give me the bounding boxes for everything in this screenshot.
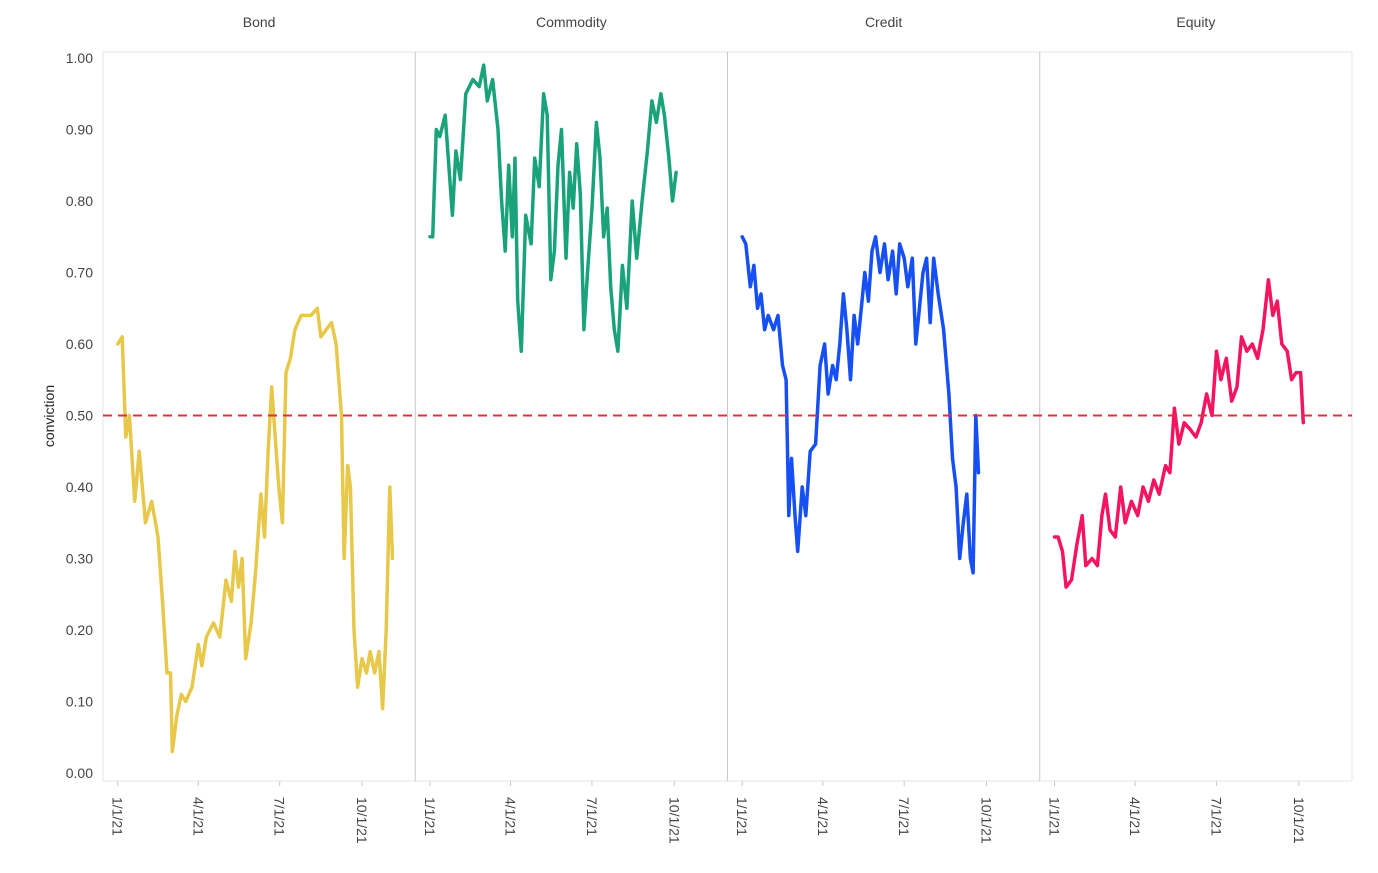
x-tick-label: 7/1/21 <box>272 797 288 836</box>
panels: Bond 1/1/21 4/1/21 7/1/21 10/1/21 Commodity 1/… <box>110 14 1307 844</box>
x-tick-label: 10/1/21 <box>1291 797 1307 844</box>
y-axis-title: conviction <box>41 385 57 447</box>
series-line-equity <box>1052 277 1306 589</box>
y-tick-label: 0.50 <box>66 408 93 424</box>
x-tick-label: 1/1/21 <box>734 797 750 836</box>
y-tick-label: 0.00 <box>66 765 93 781</box>
y-tick-label: 0.80 <box>66 193 93 209</box>
panel-title: Credit <box>865 14 902 30</box>
series-line-commodity <box>428 63 678 353</box>
y-tick-label: 1.00 <box>66 50 93 66</box>
panel-equity: Equity 1/1/21 4/1/21 7/1/21 10/1/21 <box>1046 14 1306 844</box>
x-tick-label: 1/1/21 <box>110 797 126 836</box>
x-tick-label: 10/1/21 <box>666 797 682 844</box>
series-line-credit <box>740 235 981 575</box>
y-tick-label: 0.10 <box>66 694 93 710</box>
series-line-bond <box>115 306 395 754</box>
x-tick-label: 10/1/21 <box>979 797 995 844</box>
x-tick-label: 10/1/21 <box>354 797 370 844</box>
x-tick-label: 4/1/21 <box>503 797 519 836</box>
panel-commodity: Commodity 1/1/21 4/1/21 7/1/21 10/1/21 <box>422 14 682 844</box>
x-tick-label: 7/1/21 <box>896 797 912 836</box>
y-tick-label: 0.60 <box>66 336 93 352</box>
y-axis: 0.00 0.10 0.20 0.30 0.40 0.50 0.60 0.70 0.80 0.90… <box>66 50 93 781</box>
panel-bond: Bond 1/1/21 4/1/21 7/1/21 10/1/21 <box>110 14 395 844</box>
x-tick-label: 1/1/21 <box>1046 797 1062 836</box>
x-tick-label: 7/1/21 <box>584 797 600 836</box>
x-tick-label: 7/1/21 <box>1208 797 1224 836</box>
x-tick-label: 1/1/21 <box>422 797 438 836</box>
x-tick-label: 4/1/21 <box>190 797 206 836</box>
panel-title: Bond <box>243 14 276 30</box>
panel-title: Commodity <box>536 14 607 30</box>
y-tick-label: 0.20 <box>66 622 93 638</box>
y-tick-label: 0.40 <box>66 479 93 495</box>
panel-title: Equity <box>1176 14 1215 30</box>
y-tick-label: 0.30 <box>66 551 93 567</box>
x-tick-label: 4/1/21 <box>815 797 831 836</box>
panel-credit: Credit 1/1/21 4/1/21 7/1/21 10/1/21 <box>734 14 994 844</box>
x-tick-label: 4/1/21 <box>1127 797 1143 836</box>
y-tick-label: 0.90 <box>66 122 93 138</box>
y-tick-label: 0.70 <box>66 265 93 281</box>
